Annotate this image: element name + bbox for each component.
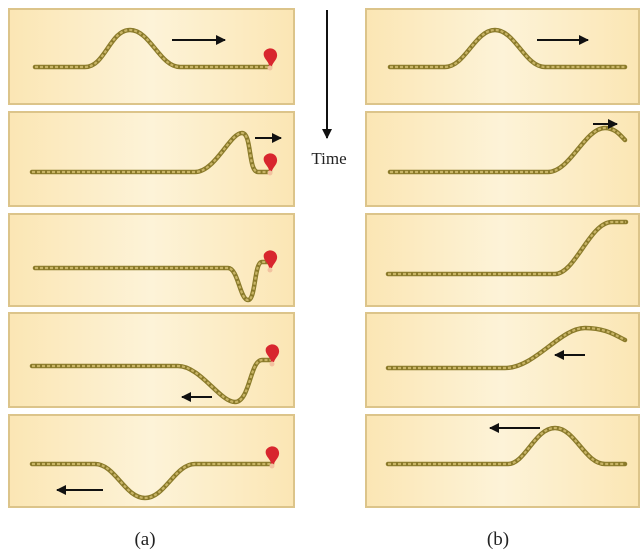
ropes-a bbox=[29, 27, 282, 501]
panel bbox=[8, 312, 295, 408]
time-label: Time bbox=[311, 149, 346, 168]
rope bbox=[385, 325, 628, 371]
rope bbox=[29, 130, 273, 175]
rope bbox=[32, 27, 273, 70]
rope bbox=[385, 425, 628, 467]
panel bbox=[365, 8, 640, 105]
panels bbox=[8, 8, 640, 508]
rope bbox=[387, 27, 628, 70]
panel bbox=[365, 213, 640, 307]
panel bbox=[8, 111, 295, 207]
rope bbox=[385, 219, 629, 277]
rope bbox=[29, 357, 275, 405]
caption: (a) bbox=[134, 529, 155, 550]
rope bbox=[29, 461, 275, 501]
rope bbox=[387, 125, 628, 175]
panel bbox=[8, 414, 295, 508]
panel bbox=[365, 111, 640, 207]
ropes-b bbox=[385, 27, 629, 467]
caption: (b) bbox=[487, 529, 509, 550]
panel bbox=[8, 213, 295, 307]
panel bbox=[8, 8, 295, 105]
rope bbox=[32, 259, 273, 303]
